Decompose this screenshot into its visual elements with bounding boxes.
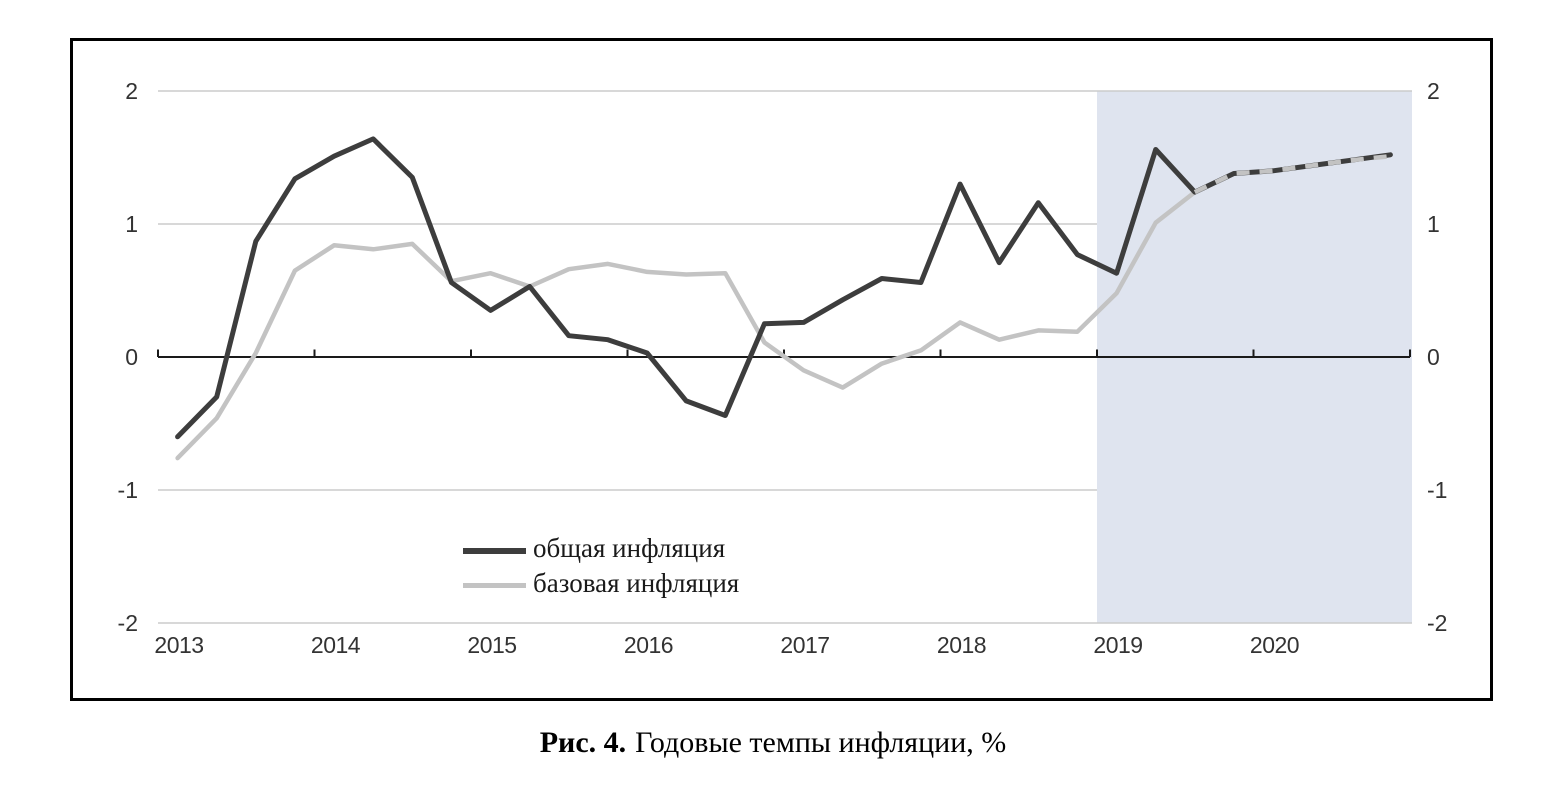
x-axis-label-year: 2017 [780,632,829,658]
y-axis-label-right: -2 [1427,610,1447,636]
x-axis-label-year: 2020 [1250,632,1299,658]
caption-text: Годовые темпы инфляции, % [635,726,1007,759]
legend-item-headline-inflation: общая инфляция [463,533,739,568]
y-axis-label-left: 1 [125,211,138,237]
y-axis-label-right: 2 [1427,78,1440,104]
y-axis-label-left: -1 [118,477,138,503]
y-axis-label-left: 0 [125,344,138,370]
figure-number: Рис. 4. [539,726,627,759]
figure-border [70,38,1493,701]
y-axis-label-left: -2 [118,610,138,636]
chart-legend: общая инфляция базовая инфляция [463,533,739,603]
legend-label-core: базовая инфляция [533,568,740,598]
legend-item-core-inflation: базовая инфляция [463,568,739,603]
y-axis-label-right: 0 [1427,344,1440,370]
x-axis-label-year: 2018 [937,632,986,658]
y-axis-label-right: -1 [1427,477,1447,503]
legend-label-headline: общая инфляция [533,533,726,563]
y-axis-label-right: 1 [1427,211,1440,237]
legend-swatch-core-line [463,583,526,588]
core-series-line [175,189,1198,461]
inflation-chart: 2 2 1 1 0 0 -1 -1 -2 -2 2013 2014 2015 2016 2017 2018 20… [70,38,1493,701]
x-axis-label-year: 2016 [624,632,673,658]
x-axis-label-year: 2014 [311,632,361,658]
legend-swatch-headline-line [463,547,526,554]
chart-frame: 2 2 1 1 0 0 -1 -1 -2 -2 2013 2014 2015 2016 2017 2018 20… [70,38,1493,701]
x-axis-label-year: 2013 [154,632,203,658]
figure-caption: Рис. 4. Годовые темпы инфляции, % [0,724,1546,762]
x-axis-label-year: 2015 [467,632,516,658]
y-axis-label-left: 2 [125,78,138,104]
x-axis-label-year: 2019 [1093,632,1142,658]
core-series-line-forecast-overlap [1193,153,1391,195]
headline-series-line [175,136,1393,440]
